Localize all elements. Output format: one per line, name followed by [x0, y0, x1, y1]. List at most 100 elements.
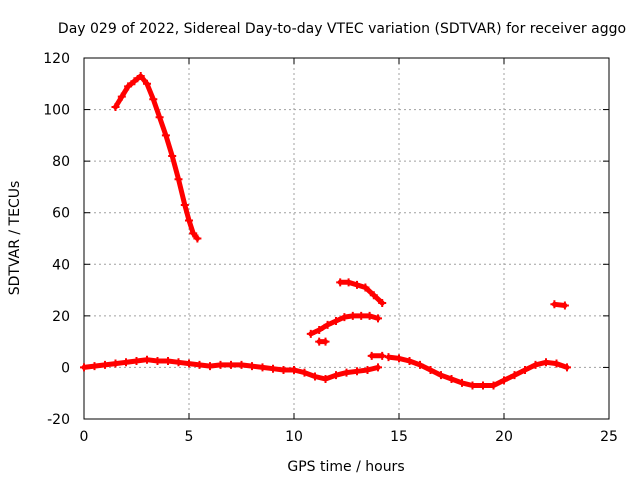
y-tick-label: 100 — [43, 103, 70, 119]
data-point — [136, 72, 145, 81]
data-point — [344, 278, 353, 287]
data-point — [124, 82, 133, 91]
data-point — [227, 360, 235, 369]
data-point — [269, 364, 277, 373]
x-tick-label: 25 — [600, 429, 618, 445]
data-point — [153, 356, 162, 365]
data-point — [353, 367, 361, 376]
x-tick-label: 10 — [285, 429, 303, 445]
data-point — [143, 355, 151, 364]
data-point — [130, 77, 139, 86]
data-point — [111, 102, 120, 111]
data-point — [174, 175, 183, 184]
data-point — [101, 360, 109, 369]
y-tick-label: 80 — [52, 154, 70, 170]
series-segment-short-a — [315, 337, 330, 346]
x-tick-label: 0 — [80, 429, 89, 445]
data-point — [117, 92, 126, 101]
data-point — [290, 366, 298, 375]
series-line — [337, 279, 385, 306]
data-point — [367, 351, 376, 360]
data-point — [180, 200, 189, 209]
data-point — [374, 363, 382, 372]
series-line — [386, 354, 570, 388]
plot-frame — [83, 57, 610, 420]
data-point — [332, 317, 340, 326]
data-point — [531, 360, 540, 369]
series-arc-mid-upper — [336, 278, 387, 307]
data-point — [189, 229, 198, 238]
y-tick-label: 60 — [52, 206, 70, 222]
data-point — [365, 311, 374, 320]
data-point — [405, 356, 414, 365]
data-point — [306, 329, 315, 338]
data-point — [195, 360, 204, 369]
data-point — [437, 371, 445, 380]
y-tick-label: 20 — [52, 309, 70, 325]
data-point — [168, 151, 177, 160]
data-point — [468, 381, 477, 390]
data-point — [111, 359, 120, 368]
data-point — [323, 320, 332, 329]
y-tick-label: 0 — [61, 360, 70, 376]
x-tick-label: 15 — [390, 429, 408, 445]
grid — [84, 58, 609, 419]
data-point — [521, 366, 529, 375]
data-point — [560, 301, 569, 310]
data-point — [311, 372, 319, 381]
axis-ticks — [83, 57, 610, 420]
series-evening — [384, 353, 571, 390]
data-point — [185, 216, 193, 225]
y-tick-label: -20 — [47, 412, 70, 428]
data-point — [321, 375, 330, 384]
data-point — [378, 298, 387, 307]
series-baseline — [80, 355, 382, 384]
data-point — [143, 79, 151, 88]
data-point — [361, 283, 370, 292]
data-point — [132, 356, 141, 365]
data-point — [216, 360, 225, 369]
data-point — [279, 366, 288, 375]
data-point — [563, 363, 571, 372]
data-point — [155, 113, 164, 122]
data-point — [426, 366, 435, 375]
data-point — [384, 353, 393, 362]
y-axis-tick-labels: -20 0 20 40 60 80 100 120 — [43, 51, 70, 428]
x-axis-label: GPS time / hours — [287, 459, 404, 475]
data-point — [416, 360, 424, 369]
y-tick-label: 120 — [43, 51, 70, 67]
data-point — [374, 314, 382, 323]
data-point — [149, 95, 158, 104]
series-line — [113, 73, 200, 241]
data-point — [321, 337, 330, 346]
data-point — [378, 351, 387, 360]
series-layer — [80, 72, 571, 390]
series-segment-short-c — [550, 300, 569, 310]
data-point — [237, 360, 246, 369]
data-point — [458, 378, 466, 387]
data-point — [164, 356, 172, 365]
data-point — [185, 359, 193, 368]
data-point — [336, 278, 345, 287]
data-point — [353, 280, 361, 289]
x-tick-label: 5 — [185, 429, 194, 445]
data-point — [510, 371, 519, 380]
data-point — [447, 375, 456, 384]
chart-title: Day 029 of 2022, Sidereal Day-to-day VTE… — [58, 21, 626, 37]
data-point — [193, 234, 202, 243]
data-point — [552, 359, 561, 368]
data-point — [542, 358, 550, 367]
data-point — [80, 363, 88, 372]
data-point — [550, 300, 559, 309]
x-axis-tick-labels: 0 5 10 15 20 25 — [80, 429, 618, 445]
data-point — [315, 326, 324, 335]
data-point — [248, 362, 256, 371]
data-point — [342, 368, 351, 377]
data-point — [300, 368, 309, 377]
data-point — [348, 311, 357, 320]
data-point — [161, 131, 170, 140]
x-tick-label: 20 — [495, 429, 513, 445]
data-point — [90, 362, 99, 371]
data-point — [369, 291, 378, 300]
